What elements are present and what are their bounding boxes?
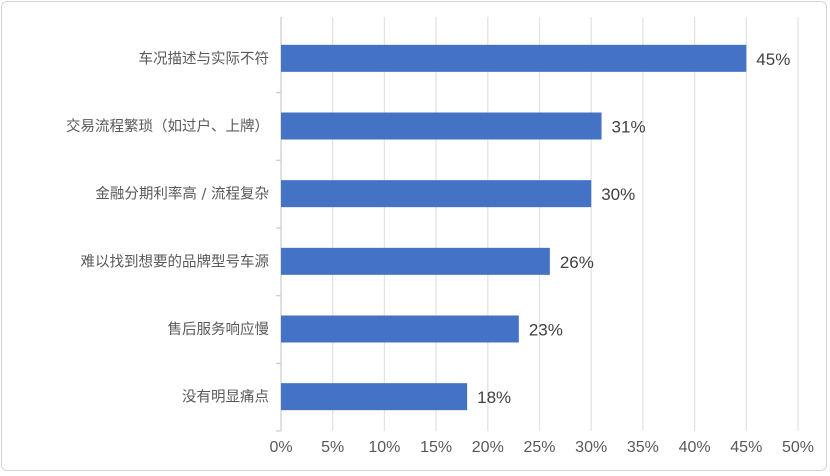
category-label: 难以找到想要的品牌型号车源: [81, 253, 270, 270]
bar: [281, 44, 747, 72]
data-label: 31%: [612, 118, 646, 137]
data-label: 30%: [601, 185, 635, 204]
x-tick-label: 25%: [523, 439, 555, 456]
bar: [281, 180, 592, 208]
x-tick-label: 35%: [627, 439, 659, 456]
data-label: 26%: [560, 253, 594, 272]
category-label: 金融分期利率高 / 流程复杂: [95, 185, 269, 203]
data-label: 18%: [477, 388, 511, 407]
bar: [281, 383, 468, 411]
x-tick-label: 45%: [730, 439, 762, 456]
x-tick-label: 50%: [782, 439, 814, 456]
category-label: 交易流程繁琐（如过户、上牌）: [66, 117, 269, 135]
data-label: 23%: [529, 321, 563, 340]
category-label: 车况描述与实际不符: [139, 50, 270, 67]
category-label: 售后服务响应慢: [168, 320, 270, 338]
x-tick-label: 15%: [420, 439, 452, 456]
x-tick-label: 20%: [472, 439, 504, 456]
data-label: 45%: [756, 50, 790, 69]
x-tick-label: 10%: [368, 439, 400, 456]
category-label: 没有明显痛点: [182, 389, 269, 406]
bar: [281, 315, 519, 343]
x-tick-label: 30%: [575, 439, 607, 456]
x-tick-label: 5%: [321, 439, 344, 456]
bar: [281, 112, 602, 140]
x-tick-label: 0%: [269, 439, 292, 456]
bar: [281, 247, 550, 275]
x-tick-label: 40%: [679, 439, 711, 456]
